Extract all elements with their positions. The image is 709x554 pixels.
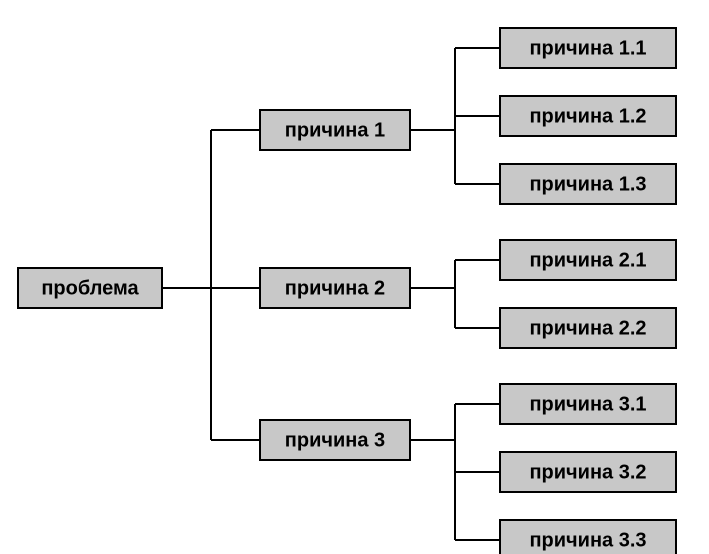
node-c12: причина 1.2 [500, 96, 676, 136]
node-label-c32: причина 3.2 [529, 461, 646, 483]
node-c3: причина 3 [260, 420, 410, 460]
node-label-c2: причина 2 [285, 277, 385, 299]
node-c32: причина 3.2 [500, 452, 676, 492]
node-label-c31: причина 3.1 [529, 393, 646, 415]
node-c13: причина 1.3 [500, 164, 676, 204]
node-label-c1: причина 1 [285, 119, 385, 141]
node-label-c21: причина 2.1 [529, 249, 646, 271]
node-label-c13: причина 1.3 [529, 173, 646, 195]
node-label-c33: причина 3.3 [529, 529, 646, 551]
node-c33: причина 3.3 [500, 520, 676, 554]
nodes-layer: проблема причина 1 причина 2 причина 3 причи… [18, 28, 676, 554]
tree-diagram: проблема причина 1 причина 2 причина 3 причи… [0, 0, 709, 554]
node-label-c22: причина 2.2 [529, 317, 646, 339]
node-c31: причина 3.1 [500, 384, 676, 424]
node-label-root: проблема [41, 277, 139, 299]
node-c2: причина 2 [260, 268, 410, 308]
node-c21: причина 2.1 [500, 240, 676, 280]
node-label-c11: причина 1.1 [529, 37, 646, 59]
node-label-c3: причина 3 [285, 429, 385, 451]
node-label-c12: причина 1.2 [529, 105, 646, 127]
node-root: проблема [18, 268, 162, 308]
node-c1: причина 1 [260, 110, 410, 150]
node-c11: причина 1.1 [500, 28, 676, 68]
node-c22: причина 2.2 [500, 308, 676, 348]
